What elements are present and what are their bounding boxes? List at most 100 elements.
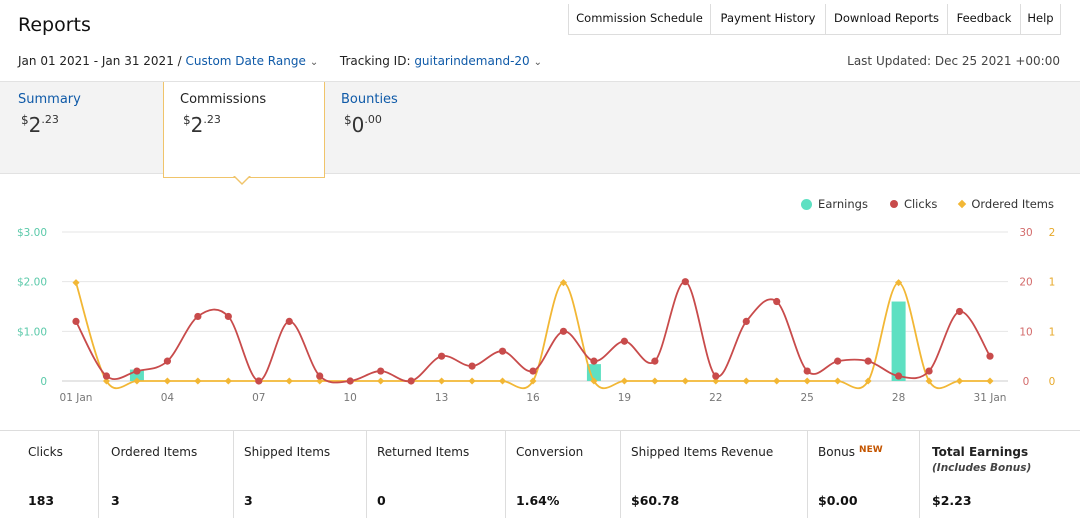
ordered-items-point [102,377,111,385]
legend-ordered-items[interactable]: Ordered Items [958,197,1054,211]
active-tab-pointer [233,175,251,185]
clicks-point [255,377,263,385]
clicks-point [163,357,171,365]
stat-clicks: Clicks 183 [0,431,99,518]
ordered-items-point [803,377,811,385]
ordered-items-point [377,377,385,385]
date-range-text: Jan 01 2021 - Jan 31 2021 / [18,54,182,68]
ordered-items-point [72,279,80,287]
stat-conversion: Conversion 1.64% [506,431,621,518]
clicks-point [681,278,689,286]
legend-clicks[interactable]: Clicks [889,197,937,211]
stat-ordered-items: Ordered Items 3 [99,431,234,518]
y-axis-clicks-tick: 20 [1019,277,1032,289]
top-links: Commission Schedule Payment History Down… [568,4,1061,35]
help-link[interactable]: Help [1020,4,1060,34]
clicks-point [620,337,629,345]
clicks-point [194,312,202,321]
ordered-items-point [651,377,659,385]
tab-commissions-label: Commissions [180,92,267,107]
ordered-items-point [925,377,933,385]
tab-summary[interactable]: Summary $2.23 [18,82,158,174]
clicks-point [803,367,811,375]
report-tabs: Summary $2.23 Commissions $2.23 Bounties… [0,81,1080,178]
clicks-point [895,372,903,380]
clicks-point [986,352,994,360]
y-axis-earnings-tick: 0 [40,376,47,388]
x-axis-tick: 19 [618,392,631,404]
y-axis-clicks-tick: 0 [1023,376,1030,388]
x-axis-tick: 10 [344,392,357,404]
clicks-point [346,377,354,385]
download-reports-link[interactable]: Download Reports [825,4,947,34]
ordered-items-point [529,377,537,385]
x-axis-tick: 04 [161,392,175,404]
clicks-point [133,367,141,375]
chevron-down-icon[interactable]: ⌄ [309,57,319,68]
ordered-items-point [742,377,750,385]
clicks-point [102,372,111,380]
filter-bar: Jan 01 2021 - Jan 31 2021 / Custom Date … [18,54,542,68]
tab-bounties-amount: $0.00 [344,113,382,137]
clicks-point [377,367,385,375]
chart-legend: Earnings Clicks Ordered Items [801,197,1054,211]
ordered-items-point [864,377,872,385]
tab-commissions[interactable]: Commissions $2.23 [163,82,325,178]
feedback-link[interactable]: Feedback [947,4,1020,34]
chevron-down-icon[interactable]: ⌄ [533,57,543,68]
ordered-items-point [468,377,476,385]
commission-schedule-link[interactable]: Commission Schedule [576,11,703,25]
tab-bounties[interactable]: Bounties $0.00 [341,82,481,174]
legend-earnings[interactable]: Earnings [801,197,868,211]
clicks-point [529,367,537,375]
stat-bonus: Bonus NEW $0.00 [808,431,920,518]
ordered-items-point [498,377,507,385]
earnings-bar [891,301,906,381]
chart-svg: $3.00 30 2$2.00 20 1$1.00 10 10 0 001 Jan 04 07 10 1… [17,227,1056,404]
clicks-point [651,357,659,365]
ordered-items-point [285,377,293,385]
page-title: Reports [18,14,91,36]
ordered-items-point [834,377,842,385]
ordered-items-point [133,377,141,385]
payment-history-link[interactable]: Payment History [710,4,825,34]
stat-shipped-items: Shipped Items 3 [234,431,367,518]
date-range-dropdown[interactable]: Custom Date Range [185,54,306,68]
clicks-point [468,362,476,370]
clicks-point [559,327,568,335]
ordered-items-point [681,377,689,385]
x-axis-tick: 13 [435,392,448,404]
stat-total-earnings: Total Earnings (Includes Bonus) $2.23 [932,445,1032,508]
clicks-point [712,372,720,380]
ordered-items-point [712,377,720,385]
ordered-items-point [895,279,903,287]
y-axis-items-tick: 1 [1049,326,1056,338]
clicks-point [316,372,324,380]
ordered-items-point [773,377,781,385]
tracking-id-dropdown[interactable]: guitarindemand-20 [414,54,530,68]
x-axis-tick: 28 [892,392,905,404]
clicks-point [72,317,80,325]
x-axis-tick: 31 Jan [974,392,1007,404]
ordered-items-point [163,377,171,385]
ordered-items-point [620,377,628,385]
ordered-items-point [590,377,598,385]
clicks-point [834,357,842,365]
y-axis-items-tick: 2 [1049,227,1056,239]
stat-returned-items: Returned Items 0 [367,431,506,518]
earnings-bar [586,364,601,381]
last-updated: Last Updated: Dec 25 2021 +00:00 [847,54,1060,68]
clicks-point [925,367,933,375]
y-axis-clicks-tick: 10 [1019,326,1032,338]
clicks-point [285,317,293,325]
tab-summary-amount: $2.23 [21,113,59,137]
clicks-point [864,357,872,365]
ordered-items-point [986,377,994,385]
ordered-items-point [316,377,324,385]
ordered-items-point [955,377,964,385]
tab-summary-label: Summary [18,92,81,107]
earnings-dot-icon [801,198,813,210]
ordered-items-point [559,279,568,287]
ordered-diamond-icon [958,199,967,209]
clicks-point [742,317,750,325]
